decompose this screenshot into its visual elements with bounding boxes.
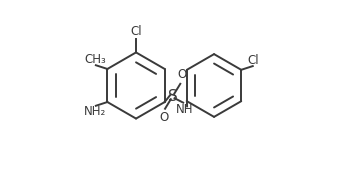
Text: S: S [168,89,177,104]
Text: O: O [159,111,168,124]
Text: Cl: Cl [130,25,142,38]
Text: Cl: Cl [248,54,259,67]
Text: NH: NH [176,103,193,116]
Text: O: O [177,68,186,81]
Text: NH₂: NH₂ [84,105,106,118]
Text: CH₃: CH₃ [84,53,106,66]
